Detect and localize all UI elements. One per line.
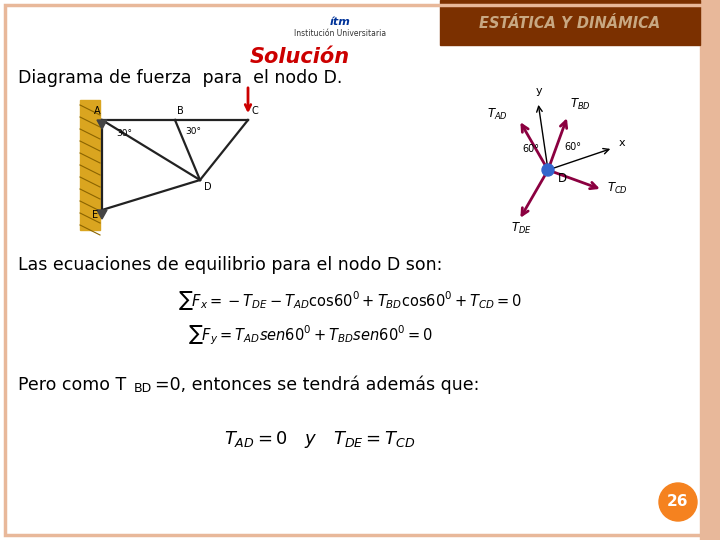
Polygon shape — [80, 100, 100, 230]
Text: 60°: 60° — [522, 144, 539, 154]
Text: 60°: 60° — [564, 142, 581, 152]
Text: x: x — [619, 138, 626, 148]
Bar — [700, 0, 720, 540]
Text: $T_{BD}$: $T_{BD}$ — [570, 97, 590, 112]
Text: Pero como T: Pero como T — [18, 376, 126, 394]
Polygon shape — [97, 210, 107, 219]
Text: $\sum F_x = -T_{DE} - T_{AD}\cos\!60^0 + T_{BD}\cos\!60^0 + T_{CD} = 0$: $\sum F_x = -T_{DE} - T_{AD}\cos\!60^0 +… — [178, 288, 522, 312]
Text: 26: 26 — [667, 495, 689, 510]
Text: BD: BD — [134, 382, 152, 395]
Text: $\sum F_y = T_{AD}sen60^0 + T_{BD}sen60^0 = 0$: $\sum F_y = T_{AD}sen60^0 + T_{BD}sen60^… — [187, 323, 433, 347]
Circle shape — [659, 483, 697, 521]
Text: E: E — [92, 210, 98, 220]
Text: 30°: 30° — [185, 127, 201, 136]
Circle shape — [542, 164, 554, 176]
Text: D: D — [204, 182, 212, 192]
Text: D: D — [558, 172, 567, 185]
Text: Institución Universitaria: Institución Universitaria — [294, 30, 386, 38]
Text: Diagrama de fuerza  para  el nodo D.: Diagrama de fuerza para el nodo D. — [18, 69, 343, 87]
Text: $T_{CD}$: $T_{CD}$ — [606, 181, 627, 196]
Text: y: y — [536, 86, 543, 96]
Text: 30°: 30° — [116, 129, 132, 138]
Text: B: B — [177, 106, 184, 116]
Polygon shape — [97, 120, 107, 129]
Text: $T_{DE}$: $T_{DE}$ — [511, 221, 531, 237]
Text: Las ecuaciones de equilibrio para el nodo D son:: Las ecuaciones de equilibrio para el nod… — [18, 256, 442, 274]
Text: =0, entonces se tendrá además que:: =0, entonces se tendrá además que: — [155, 376, 480, 394]
Text: $T_{AD}$: $T_{AD}$ — [487, 107, 508, 122]
Text: A: A — [94, 106, 101, 116]
Text: $T_{AD} = 0 \quad y \quad T_{DE} = T_{CD}$: $T_{AD} = 0 \quad y \quad T_{DE} = T_{CD… — [225, 429, 415, 450]
Text: ESTÁTICA Y DINÁMICA: ESTÁTICA Y DINÁMICA — [480, 16, 661, 30]
Text: Solución: Solución — [250, 47, 350, 67]
Text: C: C — [252, 106, 258, 116]
Text: ítm: ítm — [330, 17, 351, 27]
Bar — [440, 0, 700, 45]
